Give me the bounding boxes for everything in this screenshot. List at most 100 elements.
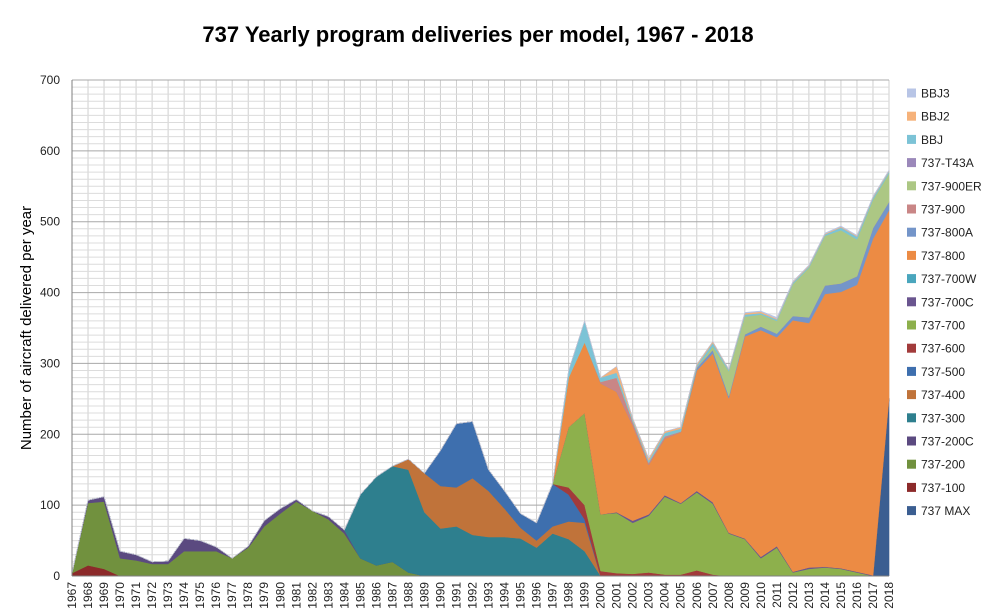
legend-swatch xyxy=(907,413,916,423)
x-tick-label: 1975 xyxy=(193,582,207,609)
x-tick-label: 1990 xyxy=(433,582,447,609)
legend-swatch xyxy=(907,250,916,260)
legend-label: 737-100 xyxy=(921,481,965,495)
legend-swatch xyxy=(907,297,916,307)
x-tick-label: 1968 xyxy=(81,582,95,609)
legend-swatch xyxy=(907,227,916,237)
y-axis-label: Number of aircraft delivered per year xyxy=(18,206,35,450)
legend-swatch xyxy=(907,158,916,168)
x-tick-label: 1981 xyxy=(289,582,303,609)
stacked-areas xyxy=(71,169,890,577)
axes xyxy=(71,80,889,577)
legend-swatch xyxy=(907,390,916,400)
x-tick-label: 1967 xyxy=(65,582,79,609)
x-tick-label: 2003 xyxy=(642,582,656,609)
x-tick-label: 2004 xyxy=(658,582,672,609)
legend-label: 737-800 xyxy=(921,249,965,263)
legend-swatch xyxy=(907,111,916,121)
x-tick-label: 1996 xyxy=(530,582,544,609)
x-tick-label: 1998 xyxy=(562,582,576,609)
x-tick-label: 1995 xyxy=(514,582,528,609)
x-tick-label: 1974 xyxy=(177,582,191,609)
x-tick-label: 1971 xyxy=(129,582,143,609)
x-tick-label: 1991 xyxy=(449,582,463,609)
x-tick-label: 1999 xyxy=(578,582,592,609)
x-tick-label: 1977 xyxy=(225,582,239,609)
legend-swatch xyxy=(907,343,916,353)
y-tick-label: 600 xyxy=(40,144,60,158)
x-tick-label: 2017 xyxy=(866,582,880,609)
y-tick-label: 100 xyxy=(40,498,60,512)
legend-label: 737-500 xyxy=(921,365,965,379)
x-tick-label: 2009 xyxy=(738,582,752,609)
x-tick-label: 1978 xyxy=(241,582,255,609)
x-tick-label: 1994 xyxy=(498,582,512,609)
x-tick-label: 2001 xyxy=(610,582,624,609)
y-tick-label: 700 xyxy=(40,73,60,87)
legend-label: 737-400 xyxy=(921,388,965,402)
x-tick-label: 1970 xyxy=(113,582,127,609)
legend-swatch xyxy=(907,436,916,446)
legend-swatch xyxy=(907,134,916,144)
legend-label: BBJ2 xyxy=(921,110,950,124)
x-tick-label: 2014 xyxy=(818,582,832,609)
x-tick-label: 1983 xyxy=(321,582,335,609)
y-tick-label: 0 xyxy=(53,569,60,583)
legend-label: 737-800A xyxy=(921,226,973,240)
x-tick-label: 2013 xyxy=(802,582,816,609)
legend-label: 737-700C xyxy=(921,295,974,309)
x-tick-label: 1988 xyxy=(401,582,415,609)
legend-swatch xyxy=(907,459,916,469)
x-tick-label: 1972 xyxy=(145,582,159,609)
legend-label: 737-700 xyxy=(921,319,965,333)
x-tick-label: 1973 xyxy=(161,582,175,609)
x-tick-label: 2015 xyxy=(834,582,848,609)
x-tick-label: 2002 xyxy=(626,582,640,609)
x-tick-label: 1982 xyxy=(305,582,319,609)
legend-swatch xyxy=(907,366,916,376)
legend-label: 737-900 xyxy=(921,203,965,217)
x-tick-label: 1969 xyxy=(97,582,111,609)
x-tick-label: 1980 xyxy=(273,582,287,609)
x-tick-label: 1993 xyxy=(482,582,496,609)
x-tick-label: 2010 xyxy=(754,582,768,609)
x-tick-label: 1997 xyxy=(546,582,560,609)
y-tick-label: 500 xyxy=(40,215,60,229)
x-tick-labels: 1967 1968 1969 1970 1971 1972 1973 1974 1975 1976… xyxy=(65,582,896,609)
x-tick-label: 2018 xyxy=(882,582,896,609)
x-tick-label: 2011 xyxy=(770,582,784,608)
x-tick-label: 2006 xyxy=(690,582,704,609)
legend-label: 737-300 xyxy=(921,411,965,425)
x-tick-label: 1979 xyxy=(257,582,271,609)
legend-swatch xyxy=(907,274,916,284)
x-tick-label: 2000 xyxy=(594,582,608,609)
x-tick-label: 1985 xyxy=(353,582,367,609)
legend-label: 737-T43A xyxy=(921,156,974,170)
chart-title: 737 Yearly program deliveries per model,… xyxy=(202,22,753,47)
y-tick-label: 300 xyxy=(40,356,60,370)
legend: BBJ3 BBJ2 BBJ 737-T43A 737-900ER 737-900 737-8… xyxy=(907,87,982,518)
legend-label: 737-600 xyxy=(921,342,965,356)
x-tick-label: 1992 xyxy=(465,582,479,609)
x-tick-label: 2016 xyxy=(850,582,864,609)
legend-swatch xyxy=(907,204,916,214)
legend-swatch xyxy=(907,482,916,492)
legend-label: 737 MAX xyxy=(921,504,970,518)
x-tick-label: 1984 xyxy=(337,582,351,609)
legend-label: BBJ3 xyxy=(921,87,950,101)
y-tick-labels: 0 100 200 300 400 500 600 700 xyxy=(40,73,60,583)
legend-label: 737-200C xyxy=(921,435,974,449)
legend-swatch xyxy=(907,506,916,516)
area-bbj3 xyxy=(71,169,890,574)
x-tick-label: 1976 xyxy=(209,582,223,609)
y-tick-label: 400 xyxy=(40,286,60,300)
x-tick-label: 2005 xyxy=(674,582,688,609)
legend-swatch xyxy=(907,320,916,330)
x-tick-label: 1986 xyxy=(369,582,383,609)
legend-label: BBJ xyxy=(921,133,943,147)
x-tick-label: 1989 xyxy=(417,582,431,609)
legend-label: 737-200 xyxy=(921,458,965,472)
legend-label: 737-700W xyxy=(921,272,977,286)
legend-swatch xyxy=(907,181,916,191)
